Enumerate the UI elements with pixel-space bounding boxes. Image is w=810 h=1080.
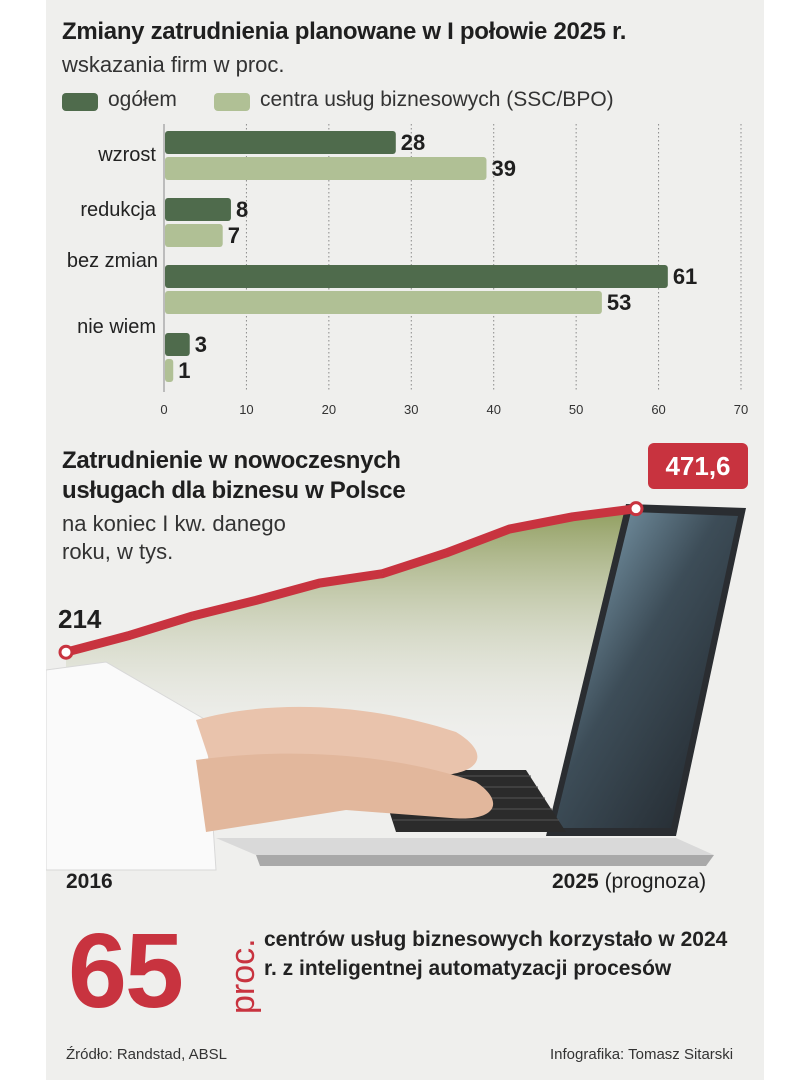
category-label-bez-zmian: bez zmian <box>66 250 158 272</box>
legend-label-ssc-bpo: centra usług biznesowych (SSC/BPO) <box>260 88 614 111</box>
x-tick-label-10: 10 <box>239 402 253 417</box>
x-tick-label-40: 40 <box>486 402 500 417</box>
bar-ssc-bpo-2 <box>165 291 602 314</box>
bar-ssc-bpo-1 <box>165 224 223 247</box>
bar-value-label-ogolem-1: 8 <box>236 197 248 222</box>
line-start-value: 214 <box>58 604 102 634</box>
line-chart-title-1: Zatrudnienie w nowoczesnych <box>62 447 401 474</box>
x-label-end: 2025 (prognoza) <box>552 870 706 894</box>
legend-swatch-ssc-bpo <box>214 93 250 111</box>
bar-chart-title: Zmiany zatrudnienia planowane w I połowi… <box>62 18 627 45</box>
credit-note: Infografika: Tomasz Sitarski <box>550 1046 734 1063</box>
line-chart-subtitle-1: na koniec I kw. danego <box>62 511 286 536</box>
line-point-2025 <box>628 501 644 517</box>
laptop-base-edge <box>256 855 714 866</box>
bar-value-label-ssc-bpo-0: 39 <box>491 156 515 181</box>
bar-value-label-ogolem-0: 28 <box>401 130 425 155</box>
hand-front <box>196 753 494 832</box>
bar-ogolem-3 <box>165 333 190 356</box>
legend-swatch-ogolem <box>62 93 98 111</box>
bar-chart: 0 10 20 30 40 50 60 70 28 39 87 61 53 31 <box>160 124 748 417</box>
category-label-nie-wiem: nie wiem <box>77 316 156 338</box>
line-area-fill <box>66 508 636 740</box>
bar-chart-subtitle: wskazania firm w proc. <box>62 52 285 77</box>
x-tick-label-70: 70 <box>734 402 748 417</box>
stat-description: centrów usług biznesowych korzystało w 2… <box>264 928 728 980</box>
bar-value-label-ogolem-3: 3 <box>195 332 207 357</box>
bar-ogolem-1 <box>165 198 231 221</box>
bar-value-label-ssc-bpo-2: 53 <box>607 290 631 315</box>
stat-number: 65 <box>68 912 184 1030</box>
x-tick-label-20: 20 <box>322 402 336 417</box>
line-point-2016 <box>58 644 74 660</box>
line-end-value-badge: 471,6 <box>648 443 748 489</box>
bar-ogolem-0 <box>165 131 396 154</box>
x-tick-label-0: 0 <box>160 402 167 417</box>
x-tick-label-30: 30 <box>404 402 418 417</box>
line-chart-subtitle-2: roku, w tys. <box>62 539 174 564</box>
bar-ogolem-2 <box>165 265 668 288</box>
category-label-wzrost: wzrost <box>98 144 156 166</box>
bar-value-label-ogolem-2: 61 <box>673 264 697 289</box>
laptop-screen <box>554 512 738 828</box>
bar-value-label-ssc-bpo-3: 1 <box>178 358 190 383</box>
legend-label-ogolem: ogółem <box>108 88 177 111</box>
stat-unit: proc. <box>224 938 262 1014</box>
bar-ssc-bpo-0 <box>165 157 487 180</box>
bar-value-label-ssc-bpo-1: 7 <box>228 223 240 248</box>
x-label-end-year: 2025 <box>552 870 599 893</box>
x-tick-label-60: 60 <box>651 402 665 417</box>
laptop-base <box>216 838 714 855</box>
category-label-redukcja: redukcja <box>80 199 156 221</box>
infographic-canvas: Zmiany zatrudnienia planowane w I połowi… <box>46 0 764 1080</box>
source-note: Źródło: Randstad, ABSL <box>66 1046 227 1063</box>
x-label-end-note: (prognoza) <box>604 870 707 893</box>
line-chart-title-2: usługach dla biznesu w Polsce <box>62 477 406 504</box>
employment-line <box>61 504 641 657</box>
x-label-start: 2016 <box>66 870 113 893</box>
line-chart <box>46 501 746 871</box>
bar-ssc-bpo-3 <box>165 359 174 382</box>
x-tick-label-50: 50 <box>569 402 583 417</box>
